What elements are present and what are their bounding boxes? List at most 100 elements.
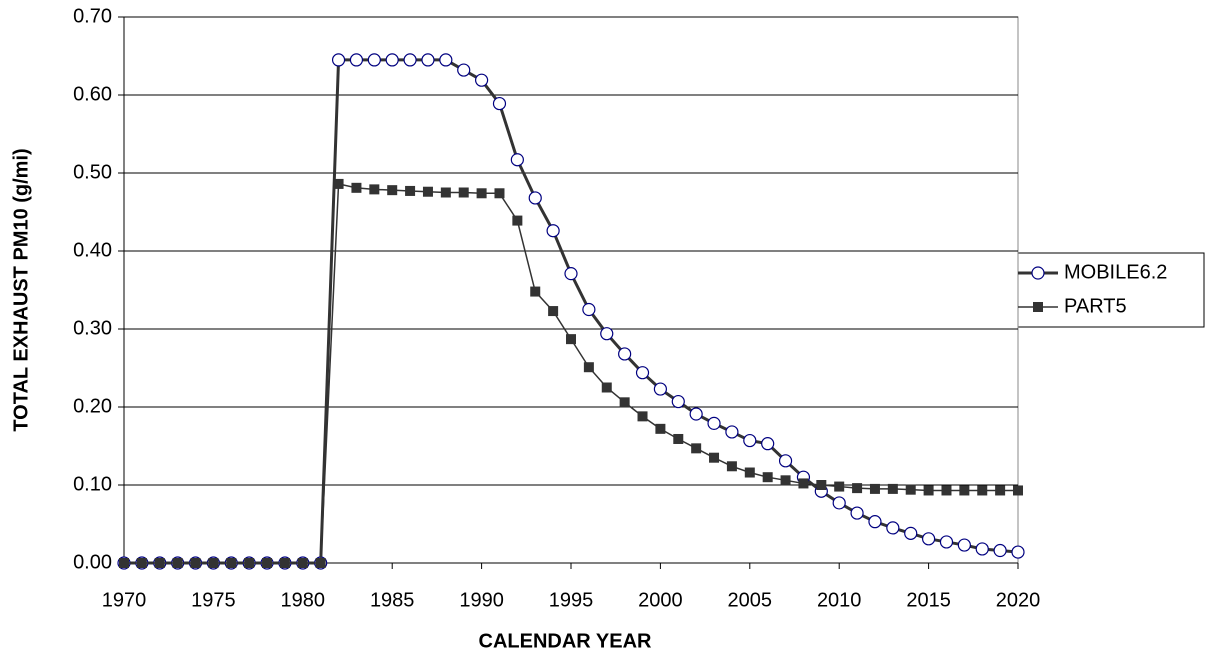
data-point [1013, 485, 1023, 496]
y-tick-label: 0.70 [73, 5, 112, 27]
data-point [941, 485, 952, 496]
y-tick-label: 0.10 [73, 473, 112, 495]
data-point [778, 454, 793, 468]
data-point [637, 411, 648, 422]
data-point [905, 484, 916, 495]
data-point [887, 483, 898, 494]
legend-box [1011, 252, 1205, 328]
data-point [832, 496, 846, 510]
data-point [975, 542, 989, 556]
data-point [921, 532, 936, 546]
data-point [995, 485, 1006, 496]
data-point [367, 53, 381, 67]
data-point [528, 191, 542, 205]
data-point [387, 185, 398, 196]
data-point [582, 302, 596, 317]
data-point [492, 96, 507, 111]
data-point [743, 433, 757, 448]
data-point [349, 53, 364, 67]
y-tick-label: 0.30 [73, 317, 112, 339]
data-point [405, 185, 416, 196]
data-point [333, 178, 344, 189]
x-tick-label: 2015 [906, 589, 951, 611]
x-tick-label: 1970 [102, 589, 147, 611]
legend-label: PART5 [1064, 295, 1127, 317]
legend-label: MOBILE6.2 [1064, 261, 1167, 283]
data-point [673, 433, 684, 444]
data-point [959, 485, 970, 496]
x-tick-label: 2005 [728, 589, 773, 611]
data-point [190, 558, 201, 568]
data-point [618, 347, 632, 361]
data-point [601, 382, 612, 393]
x-tick-label: 1980 [281, 589, 326, 611]
data-point [566, 334, 576, 345]
data-point [600, 327, 614, 341]
data-point [707, 416, 721, 430]
data-point [689, 407, 703, 421]
data-point [780, 475, 791, 486]
legend-marker [1031, 266, 1045, 280]
data-point [744, 467, 755, 478]
data-point [351, 182, 362, 193]
data-point [369, 184, 380, 195]
data-point [869, 483, 880, 494]
x-axis-label: CALENDAR YEAR [479, 630, 653, 652]
data-point [726, 461, 737, 472]
data-point [993, 543, 1007, 558]
data-point [583, 362, 594, 373]
data-point [262, 558, 273, 568]
data-point [904, 526, 918, 540]
data-point [1011, 545, 1025, 559]
data-point [939, 535, 954, 549]
y-tick-label: 0.50 [73, 161, 112, 183]
data-point [691, 443, 702, 454]
data-point [458, 187, 469, 198]
x-tick-label: 1975 [191, 589, 236, 611]
data-point [136, 558, 147, 568]
data-point [886, 521, 900, 535]
x-tick-label: 2020 [996, 589, 1041, 611]
data-point [850, 506, 864, 520]
y-tick-label: 0.20 [73, 395, 112, 417]
data-point [923, 485, 934, 496]
data-point [868, 515, 882, 529]
data-point [653, 382, 668, 396]
data-point [244, 558, 255, 568]
plot-area [123, 16, 1019, 564]
data-point [422, 186, 433, 197]
data-point [439, 53, 453, 67]
data-point [172, 558, 183, 568]
data-point [564, 267, 578, 281]
x-tick-label: 1990 [459, 589, 504, 611]
data-point [331, 53, 346, 67]
data-point [475, 73, 489, 87]
y-tick-label: 0.00 [73, 551, 112, 573]
y-axis-label: TOTAL EXHAUST PM10 (g/mi) [10, 148, 32, 431]
data-point [798, 478, 809, 489]
data-point [226, 558, 237, 568]
data-point [440, 187, 451, 198]
x-tick-label: 2010 [817, 589, 862, 611]
data-point [297, 558, 308, 568]
y-tick-label: 0.60 [73, 83, 112, 105]
data-point [834, 481, 845, 492]
data-point [154, 558, 165, 568]
data-point [619, 397, 630, 408]
data-point [671, 394, 685, 409]
data-point [476, 188, 487, 199]
data-point [512, 215, 523, 226]
y-tick-label: 0.40 [73, 239, 112, 261]
data-point [709, 452, 720, 463]
data-point [279, 558, 290, 568]
data-point [957, 538, 971, 552]
data-point [119, 558, 129, 568]
x-tick-label: 2000 [638, 589, 683, 611]
data-point [510, 153, 524, 167]
x-tick-label: 1985 [370, 589, 415, 611]
data-point [530, 286, 541, 297]
data-point [457, 63, 471, 77]
legend-marker [1033, 302, 1043, 312]
data-point [655, 423, 666, 434]
